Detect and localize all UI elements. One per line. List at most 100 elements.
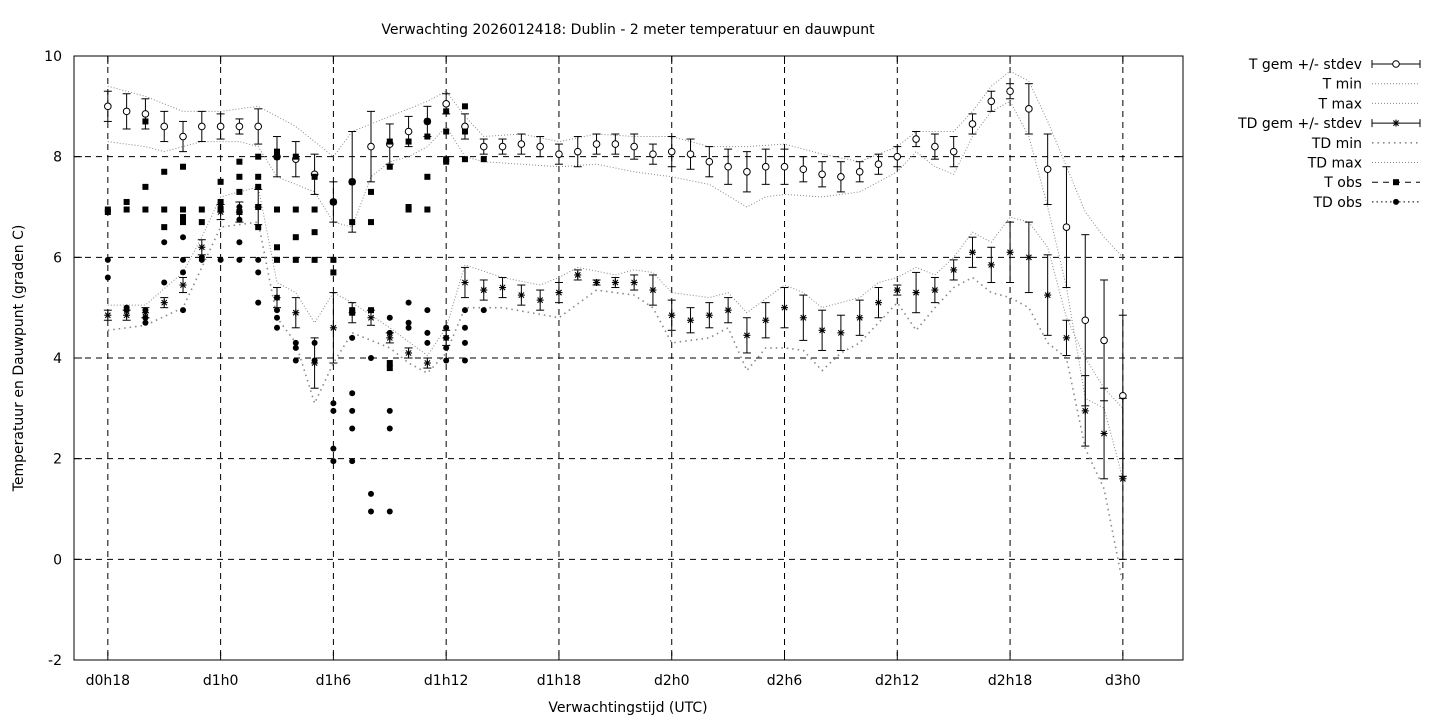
td-mean-marker — [743, 331, 751, 339]
td-mean-point — [592, 279, 601, 286]
td-obs-point — [424, 329, 431, 336]
t-mean-marker — [536, 142, 544, 151]
t-mean-point — [197, 110, 206, 143]
td-obs-point — [180, 269, 187, 276]
td-mean-point — [536, 289, 545, 311]
legend-item-tmax: T max — [1317, 96, 1420, 112]
td-mean-point — [517, 284, 526, 306]
legend-label: T gem +/- stdev — [1248, 57, 1362, 73]
t-mean-point — [160, 110, 169, 143]
td-obs-point — [104, 274, 111, 281]
td-obs-point — [461, 357, 468, 364]
td-mean-marker — [480, 286, 488, 294]
td-obs-point — [424, 307, 431, 314]
td-obs-point — [349, 458, 356, 465]
t-mean-marker — [1025, 105, 1033, 113]
t-obs-point — [292, 153, 299, 160]
t-obs-point — [274, 148, 281, 155]
t-mean-point — [254, 108, 263, 145]
t-mean-point — [667, 136, 676, 168]
td-mean-point — [949, 259, 958, 281]
td-mean-marker — [198, 243, 206, 251]
t-obs-point — [180, 163, 187, 170]
star-stroke — [1101, 430, 1108, 437]
td-obs-point — [217, 204, 224, 210]
td-mean-marker — [799, 314, 807, 322]
t-obs-point — [123, 206, 130, 213]
t-mean-marker — [1100, 336, 1108, 345]
t-obs-point — [180, 219, 187, 226]
td-mean-point — [329, 292, 338, 364]
star-stroke — [950, 266, 957, 273]
star-stroke — [800, 314, 807, 321]
td-obs-point — [443, 357, 450, 364]
legend-item-tdmean: TD gem +/- stdev — [1237, 116, 1421, 132]
t-mean-point — [724, 148, 733, 185]
td-mean-marker — [1062, 334, 1070, 342]
star-stroke — [687, 317, 694, 324]
legend-label: TD obs — [1312, 195, 1362, 211]
td-obs-point — [349, 407, 356, 414]
legend-sample-marker — [1393, 198, 1399, 205]
star-stroke — [1119, 475, 1126, 482]
td-mean-marker — [1006, 248, 1014, 256]
t-obs-point — [274, 244, 281, 251]
y-axis-label: Temperatuur en Dauwpunt (graden C) — [11, 225, 27, 493]
t-mean-point — [893, 146, 902, 168]
t-mean-point — [498, 138, 507, 155]
t-mean-point — [592, 133, 601, 155]
td-mean-marker — [367, 314, 375, 322]
x-axis-label: Verwachtingstijd (UTC) — [548, 700, 707, 716]
t-mean-marker — [179, 132, 187, 141]
td-mean-marker — [950, 266, 958, 274]
star-stroke — [198, 244, 205, 251]
t-mean-point — [930, 133, 939, 160]
t-obs-point — [161, 168, 168, 175]
t-obs-point — [236, 173, 243, 180]
td-mean-marker — [1119, 475, 1127, 483]
td-mean-marker — [931, 286, 939, 294]
x-tick-label: d0h18 — [86, 673, 130, 689]
td-mean-marker — [1025, 253, 1033, 261]
t-mean-marker — [780, 162, 789, 171]
t-obs-point — [236, 158, 243, 165]
t-mean-point — [630, 133, 639, 160]
t-mean-point — [912, 131, 921, 148]
t-mean-marker — [686, 150, 695, 158]
t-obs-point — [424, 173, 431, 180]
td-obs-point — [274, 294, 281, 301]
td-mean-marker — [837, 329, 845, 337]
td-mean-point — [1006, 221, 1015, 283]
t-obs-point — [367, 188, 374, 195]
td-mean-point — [836, 314, 845, 351]
td-obs-point — [386, 407, 393, 414]
star-stroke — [480, 287, 487, 294]
td-obs-point — [386, 329, 393, 336]
t-obs-point — [161, 206, 168, 213]
t-mean-marker — [1081, 316, 1090, 325]
legend-item-tobs: T obs — [1323, 175, 1420, 191]
x-tick-label: d2h12 — [875, 673, 919, 689]
t-mean-point — [479, 138, 488, 155]
y-tick-label: 10 — [44, 49, 62, 65]
star-stroke — [593, 279, 600, 286]
t-mean-point — [1062, 166, 1071, 289]
t-mean-point — [103, 90, 112, 122]
t-obs-point — [198, 219, 205, 226]
td-obs-point — [330, 445, 337, 452]
td-obs-point — [161, 279, 168, 286]
t-mean-point — [818, 161, 827, 188]
td-obs-point — [292, 357, 299, 364]
t-mean-marker — [667, 147, 676, 156]
t-obs-point — [443, 108, 450, 115]
td-obs-point — [311, 339, 318, 346]
y-tick-label: 4 — [53, 351, 62, 367]
t-mean-marker — [874, 160, 883, 169]
td-obs-point — [180, 234, 187, 241]
legend-label: T obs — [1323, 175, 1362, 191]
t-obs-point — [349, 219, 356, 226]
td-mean-point — [1100, 387, 1109, 480]
chart-title: Verwachting 2026012418: Dublin - 2 meter… — [381, 22, 875, 38]
td-mean-marker — [856, 314, 864, 322]
star-stroke — [612, 279, 619, 286]
